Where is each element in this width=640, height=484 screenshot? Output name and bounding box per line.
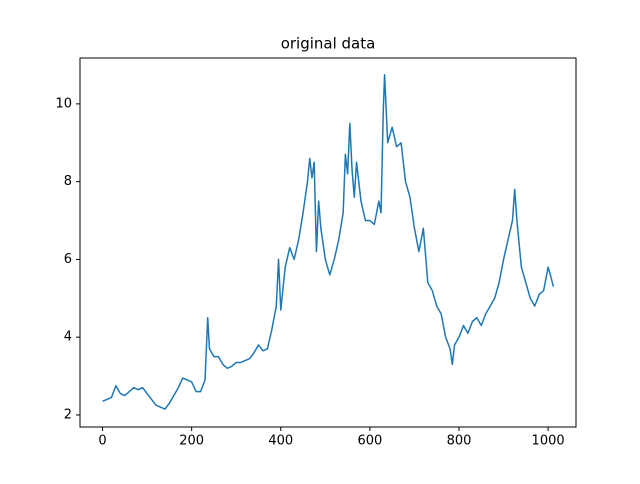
x-tick-label: 800 [447,434,472,449]
x-tick-label: 600 [357,434,382,449]
x-tick-label: 400 [268,434,293,449]
y-tick-label: 10 [55,96,72,111]
chart-title: original data [281,35,376,53]
y-tick-label: 6 [64,252,72,267]
plot-frame [79,57,577,428]
y-tick-label: 4 [64,330,72,345]
x-tick-label: 200 [179,434,204,449]
x-tick-label: 1000 [532,434,565,449]
x-tick-label: 0 [98,434,106,449]
y-tick-label: 8 [64,174,72,189]
data-line [102,73,555,410]
y-tick-label: 2 [64,407,72,422]
